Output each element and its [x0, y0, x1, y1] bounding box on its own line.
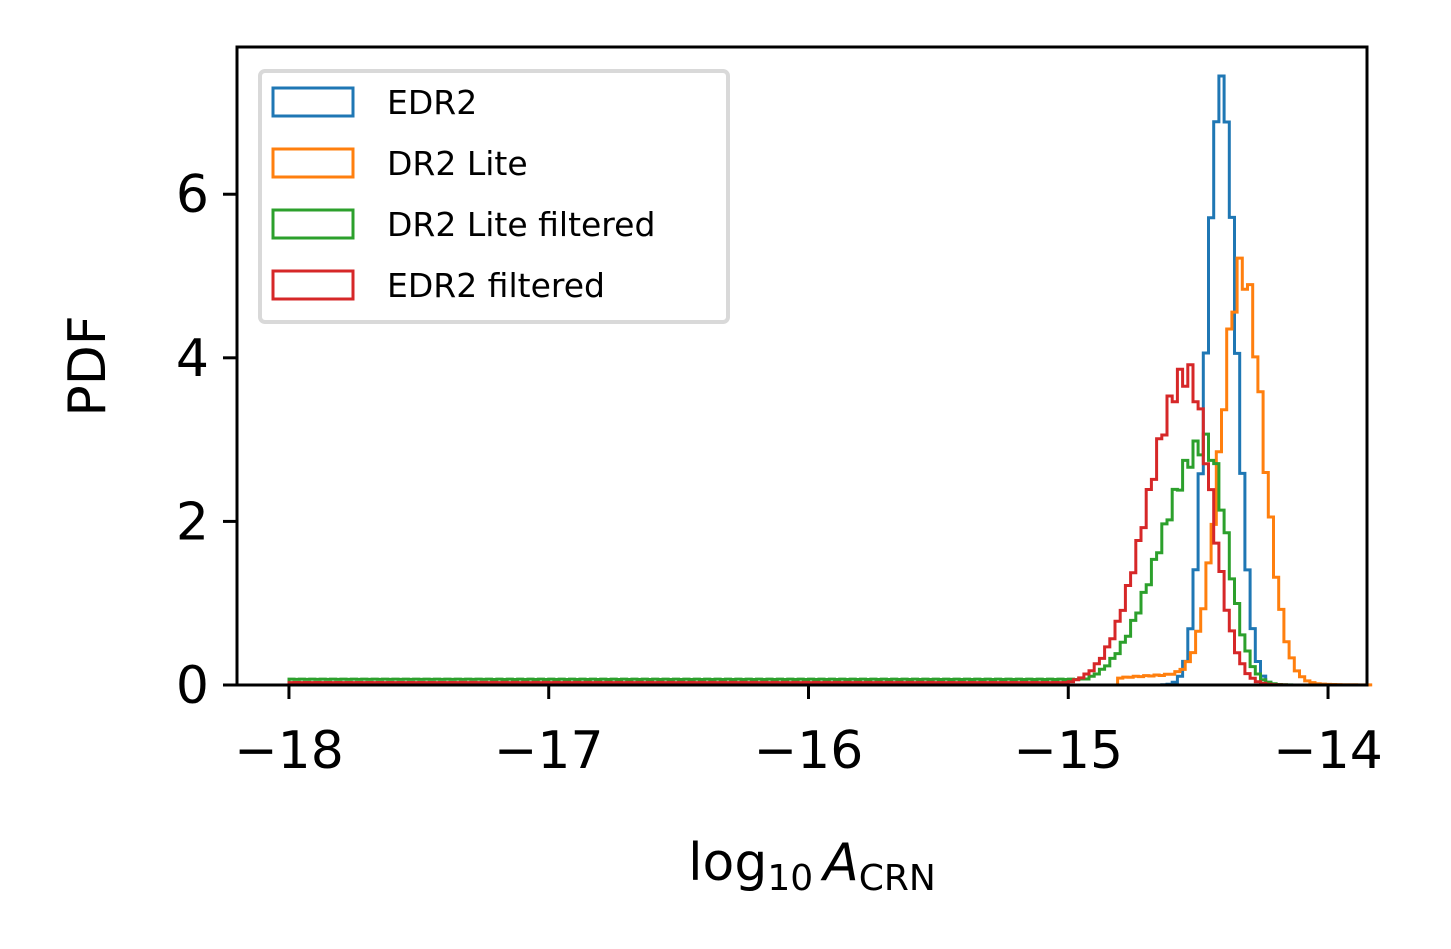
series-edr2-filtered [287, 363, 1334, 687]
legend-label: EDR2 filtered [387, 266, 605, 305]
y-tick-label: 2 [176, 492, 209, 552]
legend-label: EDR2 [387, 83, 477, 122]
legend-box [258, 69, 730, 324]
x-tick-label: −15 [1013, 721, 1123, 781]
series-dr2-lite-filtered [287, 432, 1334, 687]
y-tick-label: 4 [176, 329, 209, 389]
y-tick-label: 6 [176, 165, 209, 225]
x-tick-label: −16 [754, 721, 864, 781]
legend: EDR2 DR2 Lite DR2 Lite filtered EDR2 filter… [258, 69, 730, 324]
x-axis-label-varsub: CRN [859, 858, 936, 899]
legend-label: DR2 Lite [387, 144, 528, 183]
legend-label: DR2 Lite filtered [387, 205, 655, 244]
x-axis-label-var: A [820, 833, 859, 893]
x-tick-label: −17 [494, 721, 604, 781]
x-tick-label: −14 [1273, 721, 1383, 781]
x-axis-label: log10 ACRN [688, 833, 936, 899]
legend-swatch [271, 147, 355, 179]
x-axis-label-sub: 10 [767, 858, 813, 899]
x-axis-label-main: log [688, 833, 767, 893]
plot-frame [235, 45, 1369, 687]
legend-swatch [271, 208, 355, 240]
y-axis-label: PDF [58, 315, 118, 416]
x-tick-label: −18 [234, 721, 344, 781]
y-tick-label: 0 [176, 656, 209, 716]
y-axis-ticks: 0 2 4 6 [176, 165, 237, 716]
legend-items: EDR2 DR2 Lite DR2 Lite filtered EDR2 filter… [271, 83, 655, 305]
x-axis-ticks: −18 −17 −16 −15 −14 [234, 685, 1383, 781]
legend-swatch [271, 86, 355, 118]
legend-swatch [271, 269, 355, 301]
